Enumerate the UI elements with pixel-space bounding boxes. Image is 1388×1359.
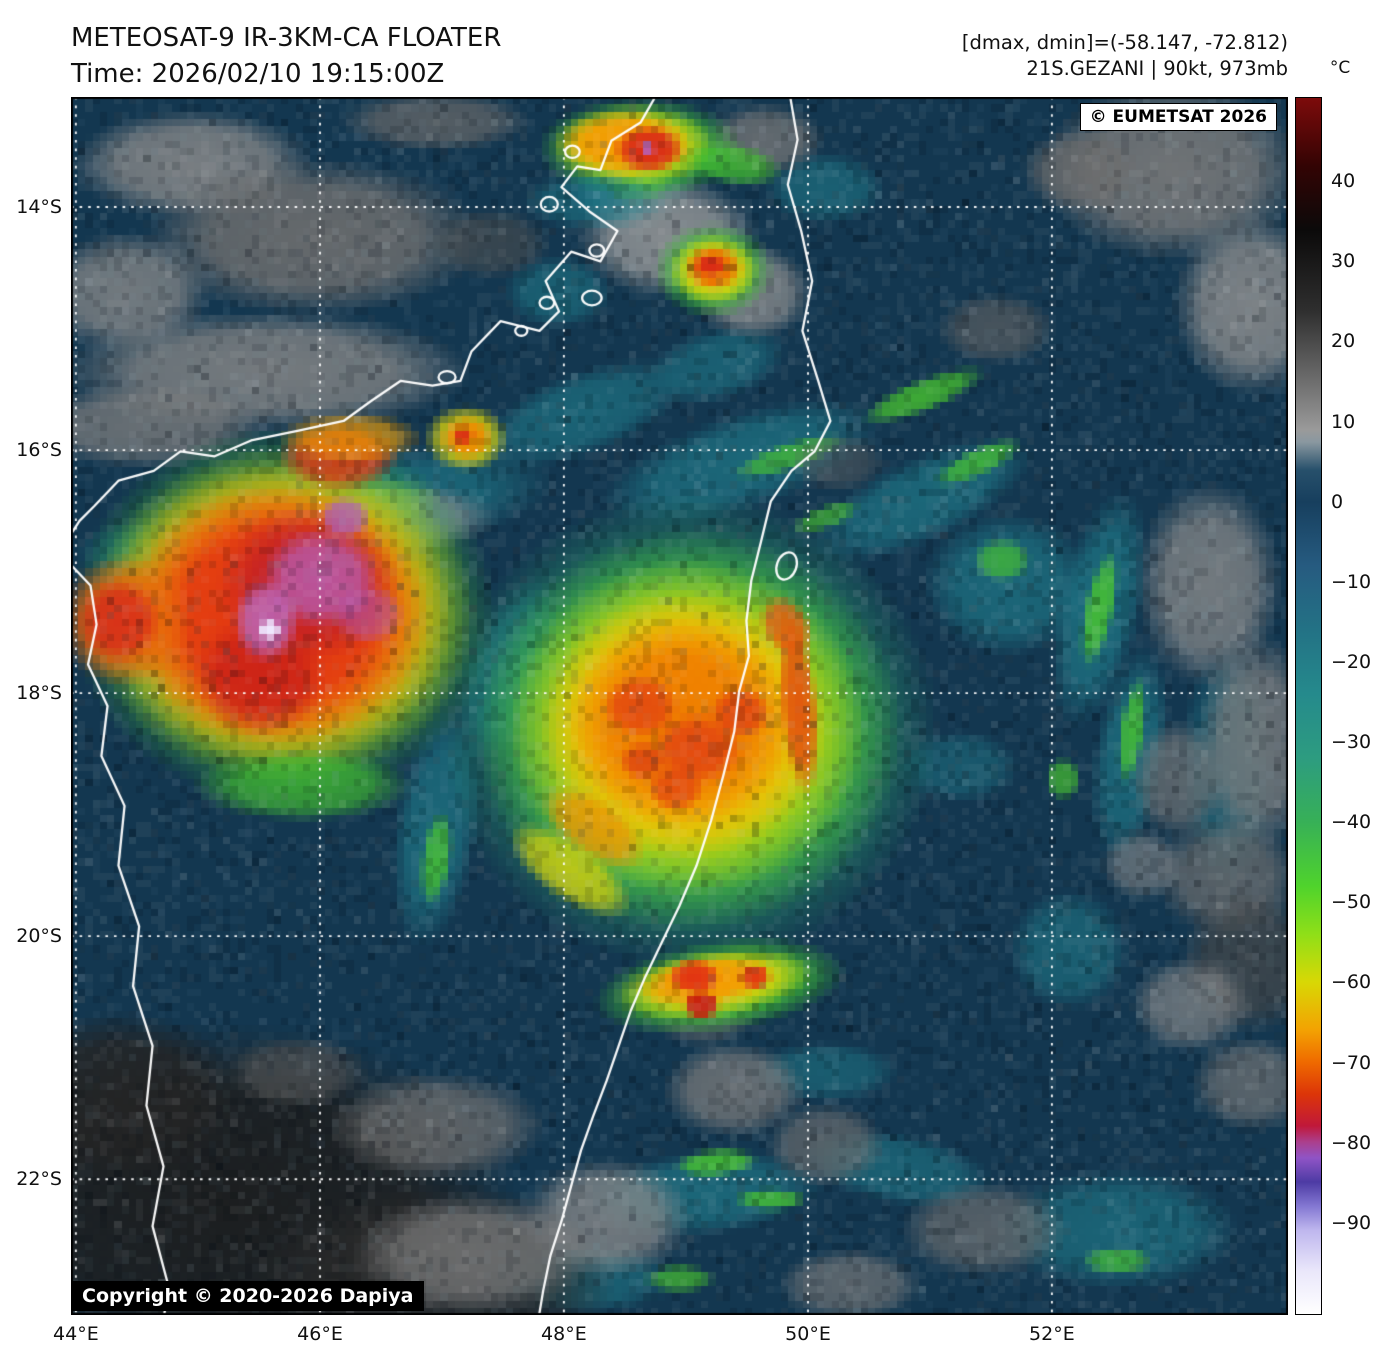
colorbar-tick-0: 0 <box>1331 490 1344 513</box>
colorbar-tick-10: 10 <box>1331 410 1356 433</box>
lat-tick-label: 18°S <box>16 682 62 705</box>
lon-tick-label: 48°E <box>541 1323 587 1345</box>
colorbar-tick-20: 20 <box>1331 330 1356 353</box>
satellite-map-canvas <box>71 97 1288 1315</box>
colorbar-tick--50: −50 <box>1331 891 1372 914</box>
colorbar-tick-30: 30 <box>1331 250 1356 273</box>
colorbar-tick-40: 40 <box>1331 170 1356 193</box>
copyright-badge: Copyright © 2020-2026 Dapiya <box>71 1281 425 1311</box>
lat-tick-label: 16°S <box>16 439 62 462</box>
lat-tick-label: 14°S <box>16 195 62 218</box>
colorbar-tick--20: −20 <box>1331 650 1372 673</box>
plot-title-block: METEOSAT-9 IR-3KM-CA FLOATER Time: 2026/… <box>71 20 501 92</box>
colorbar-unit-label: °C <box>1329 58 1351 78</box>
plot-time: Time: 2026/02/10 19:15:00Z <box>71 59 445 89</box>
lat-tick-label: 22°S <box>16 1168 62 1191</box>
lon-tick-label: 52°E <box>1029 1323 1075 1345</box>
lat-tick-label: 20°S <box>16 925 62 948</box>
plot-title: METEOSAT-9 IR-3KM-CA FLOATER <box>71 23 502 53</box>
colorbar-tick--30: −30 <box>1331 731 1372 754</box>
lon-tick-label: 44°E <box>53 1323 99 1345</box>
lon-tick-label: 50°E <box>785 1323 831 1345</box>
colorbar-tick--90: −90 <box>1331 1211 1372 1234</box>
plot-annotation-block: [dmax, dmin]=(-58.147, -72.812) 21S.GEZA… <box>962 30 1288 82</box>
dmax-dmin-annotation: [dmax, dmin]=(-58.147, -72.812) <box>961 31 1288 54</box>
satellite-map-area <box>71 97 1288 1315</box>
colorbar-tick--70: −70 <box>1331 1051 1372 1074</box>
lon-tick-label: 46°E <box>297 1323 343 1345</box>
temperature-colorbar <box>1295 97 1322 1315</box>
colorbar-tick--10: −10 <box>1331 570 1372 593</box>
colorbar-tick--60: −60 <box>1331 971 1372 994</box>
colorbar-tick--80: −80 <box>1331 1131 1372 1154</box>
eumetsat-credit-badge: © EUMETSAT 2026 <box>1079 103 1277 131</box>
colorbar-tick--40: −40 <box>1331 811 1372 834</box>
storm-info-annotation: 21S.GEZANI | 90kt, 973mb <box>1026 57 1288 80</box>
